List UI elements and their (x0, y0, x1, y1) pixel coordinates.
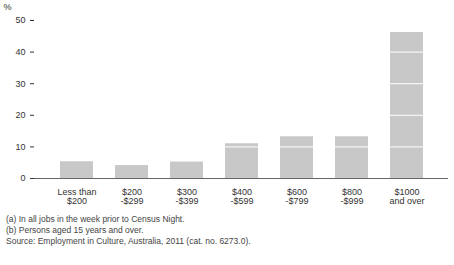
svg-text:50: 50 (15, 15, 25, 25)
html-text:(b) Persons aged 15 years and: (b) Persons aged 15 years and over. (6, 225, 144, 235)
svg-text:40: 40 (15, 47, 25, 57)
html-text:Source: Employment in Culture,: Source: Employment in Culture, Australia… (6, 236, 251, 246)
svg-text:$300-$399: $300-$399 (175, 187, 198, 207)
svg-text:10: 10 (15, 142, 25, 152)
html-text:(a) In all jobs in the week pr: (a) In all jobs in the week prior to Cen… (6, 214, 185, 224)
svg-text:30: 30 (15, 79, 25, 89)
svg-text:Less than$200: Less than$200 (57, 187, 96, 207)
svg-text:$600-$799: $600-$799 (285, 187, 308, 207)
svg-text:$400-$599: $400-$599 (230, 187, 253, 207)
svg-text:0: 0 (20, 173, 25, 183)
svg-text:$200-$299: $200-$299 (120, 187, 143, 207)
svg-text:20: 20 (15, 110, 25, 120)
svg-text:%: % (4, 2, 12, 12)
svg-text:$800-$999: $800-$999 (340, 187, 363, 207)
svg-text:$1000and over: $1000and over (389, 187, 424, 207)
